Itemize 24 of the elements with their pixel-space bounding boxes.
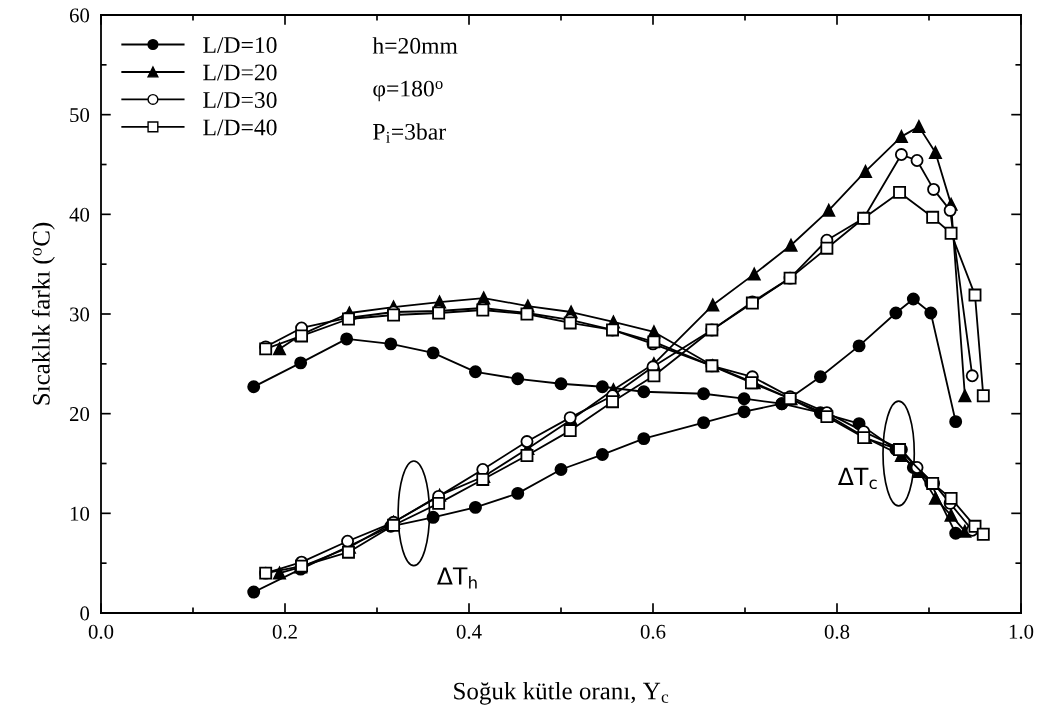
x-tick-label: 0.8 bbox=[824, 624, 850, 639]
x-tick-label: 1.0 bbox=[1009, 624, 1034, 639]
x-tick-label: 0.4 bbox=[456, 624, 482, 639]
x-tick-label: 0.2 bbox=[272, 624, 297, 639]
legend-label: L/D=20 bbox=[203, 64, 277, 81]
annotation: h=20mm bbox=[372, 37, 458, 54]
annotation: ΔT$_{h}$ bbox=[436, 567, 477, 589]
y-tick-label: 40 bbox=[69, 207, 90, 222]
x-axis-title: Soğuk kütle oranı, Y$_{c}$ bbox=[454, 681, 669, 705]
y-tick-label: 10 bbox=[70, 506, 90, 521]
annotation: P$_{i}$=3bar bbox=[373, 123, 446, 143]
legend-label: L/D=40 bbox=[203, 119, 277, 136]
y-tick-label: 60 bbox=[69, 8, 90, 23]
y-tick-label: 20 bbox=[69, 407, 90, 422]
y-tick-label: 50 bbox=[70, 108, 90, 123]
y-tick-label: 30 bbox=[70, 307, 90, 322]
legend-label: L/D=30 bbox=[203, 91, 277, 108]
y-tick-label: 0 bbox=[80, 606, 90, 621]
x-tick-label: 0.6 bbox=[640, 624, 666, 639]
x-tick-label: 0.0 bbox=[88, 624, 114, 639]
annotation: ΔT$_{c}$ bbox=[837, 467, 877, 490]
y-axis-title: Sıcaklık farkı ($^{o}$C) bbox=[31, 222, 55, 405]
legend-label: L/D=10 bbox=[203, 37, 277, 54]
annotation: φ=180$^{o}$ bbox=[373, 80, 443, 102]
